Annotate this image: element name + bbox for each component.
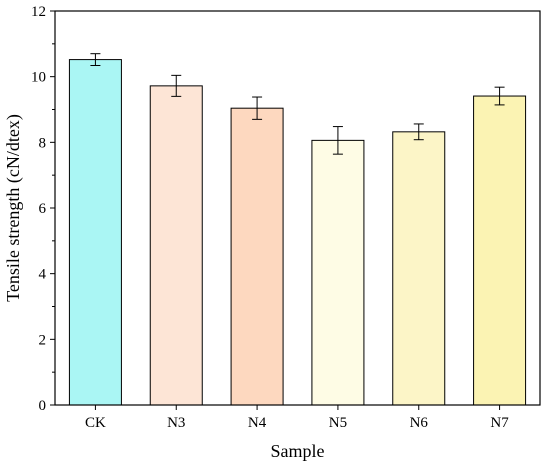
y-axis-title: Tensile strength (cN/dtex) <box>3 114 24 302</box>
y-tick-label: 12 <box>31 4 46 20</box>
y-tick-label: 2 <box>39 332 47 348</box>
x-tick-label: CK <box>85 415 106 431</box>
x-tick-label: N6 <box>410 415 429 431</box>
y-tick-label: 6 <box>39 201 47 217</box>
x-tick-label: N4 <box>248 415 267 431</box>
y-tick-label: 4 <box>39 267 47 283</box>
bar-n4 <box>230 107 284 406</box>
axes <box>54 10 541 406</box>
bar-n6 <box>392 131 446 406</box>
y-tick-label: 8 <box>39 135 47 151</box>
error-bar-ck <box>90 53 101 67</box>
bar-n3 <box>149 85 203 406</box>
bar-n5 <box>311 139 365 406</box>
y-tick-label: 0 <box>39 398 47 414</box>
error-bars <box>90 53 505 155</box>
bar-ck <box>68 59 122 406</box>
plot-frame <box>54 10 541 406</box>
x-tick-label: N5 <box>329 415 347 431</box>
error-bar-n3 <box>171 74 182 97</box>
x-axis: CK N3 N4 N5 N6 N7 <box>85 405 509 431</box>
x-axis-title: Sample <box>271 441 325 461</box>
bar-n7 <box>473 95 527 406</box>
error-bar-n7 <box>494 86 505 106</box>
y-tick-label: 10 <box>31 70 46 86</box>
error-bar-n4 <box>252 96 263 120</box>
x-tick-label: N3 <box>167 415 185 431</box>
y-axis: 0 2 4 6 8 10 12 <box>31 4 55 414</box>
error-bar-n6 <box>413 123 424 141</box>
error-bar-n5 <box>332 126 343 155</box>
x-tick-label: N7 <box>490 415 509 431</box>
bars <box>68 59 527 406</box>
